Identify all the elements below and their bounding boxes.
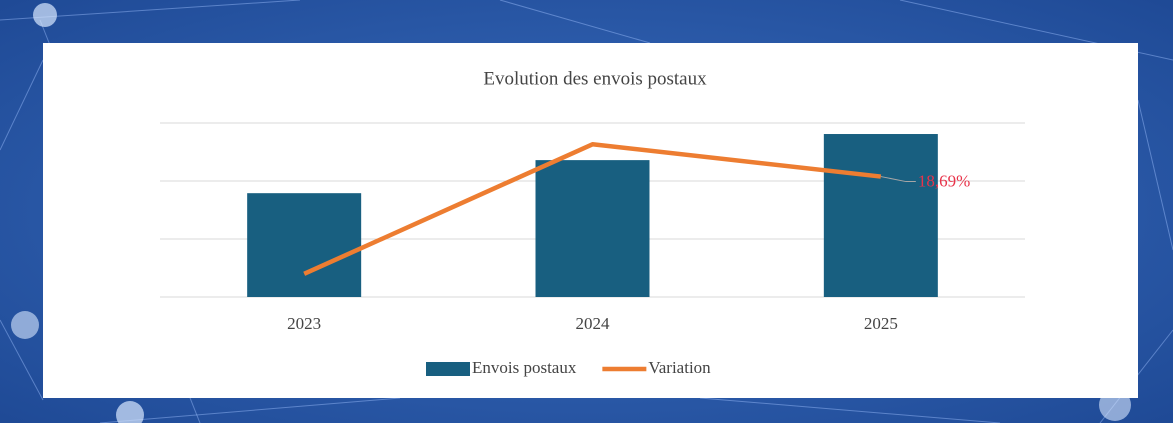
bar — [535, 160, 650, 297]
legend-label: Variation — [648, 358, 711, 377]
x-tick-label: 2023 — [287, 314, 321, 333]
line — [303, 142, 882, 276]
leader-line — [880, 176, 916, 183]
chart-title: Evolution des envois postaux — [483, 68, 707, 89]
x-tick-label: 2024 — [576, 314, 611, 333]
bar — [823, 134, 938, 297]
x-tick-label: 2025 — [864, 314, 898, 333]
legend-swatch — [426, 362, 470, 376]
bar — [247, 193, 362, 297]
legend-label: Envois postaux — [472, 358, 577, 377]
data-label: 18,69% — [918, 171, 970, 190]
